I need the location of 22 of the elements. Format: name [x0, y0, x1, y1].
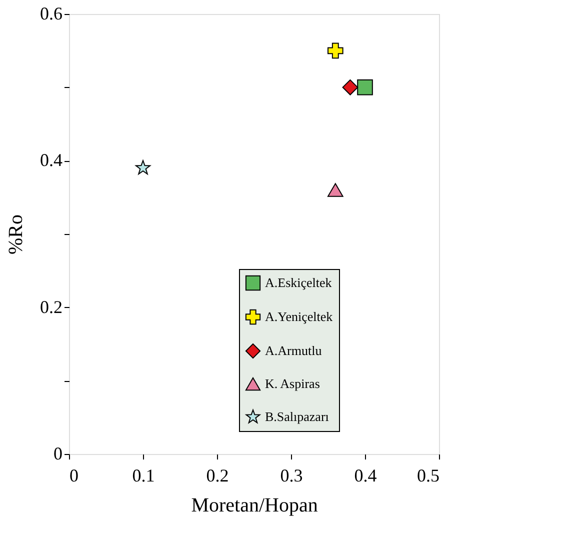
x-tick-label: 0.3: [280, 466, 303, 486]
x-axis-title: Moretan/Hopan: [191, 494, 318, 516]
legend-label: A.Eskiçeltek: [265, 275, 332, 290]
y-axis-title: %Ro: [5, 214, 27, 254]
legend-label: B.Salıpazarı: [265, 409, 330, 424]
x-tick-label: 0.1: [132, 466, 155, 486]
point: [135, 160, 151, 175]
point: [357, 79, 373, 96]
legend-label: K. Aspiras: [265, 376, 320, 391]
x-tick-label: 0.2: [206, 466, 229, 486]
point: [342, 79, 358, 96]
x-tick-label: 0.5: [417, 466, 440, 486]
point: [327, 183, 344, 197]
y-tick-label: 0: [54, 444, 62, 464]
point: [327, 42, 344, 59]
x-tick-label: 0: [70, 466, 78, 486]
legend-label: A.Yeniçeltek: [265, 309, 334, 324]
x-tick-label: 0.4: [354, 466, 377, 486]
y-tick-label: 0.2: [40, 296, 62, 317]
y-tick-label: 0.6: [40, 4, 62, 24]
legend-label: A.Armutlu: [265, 343, 322, 358]
y-tick-label: 0.4: [40, 150, 62, 170]
